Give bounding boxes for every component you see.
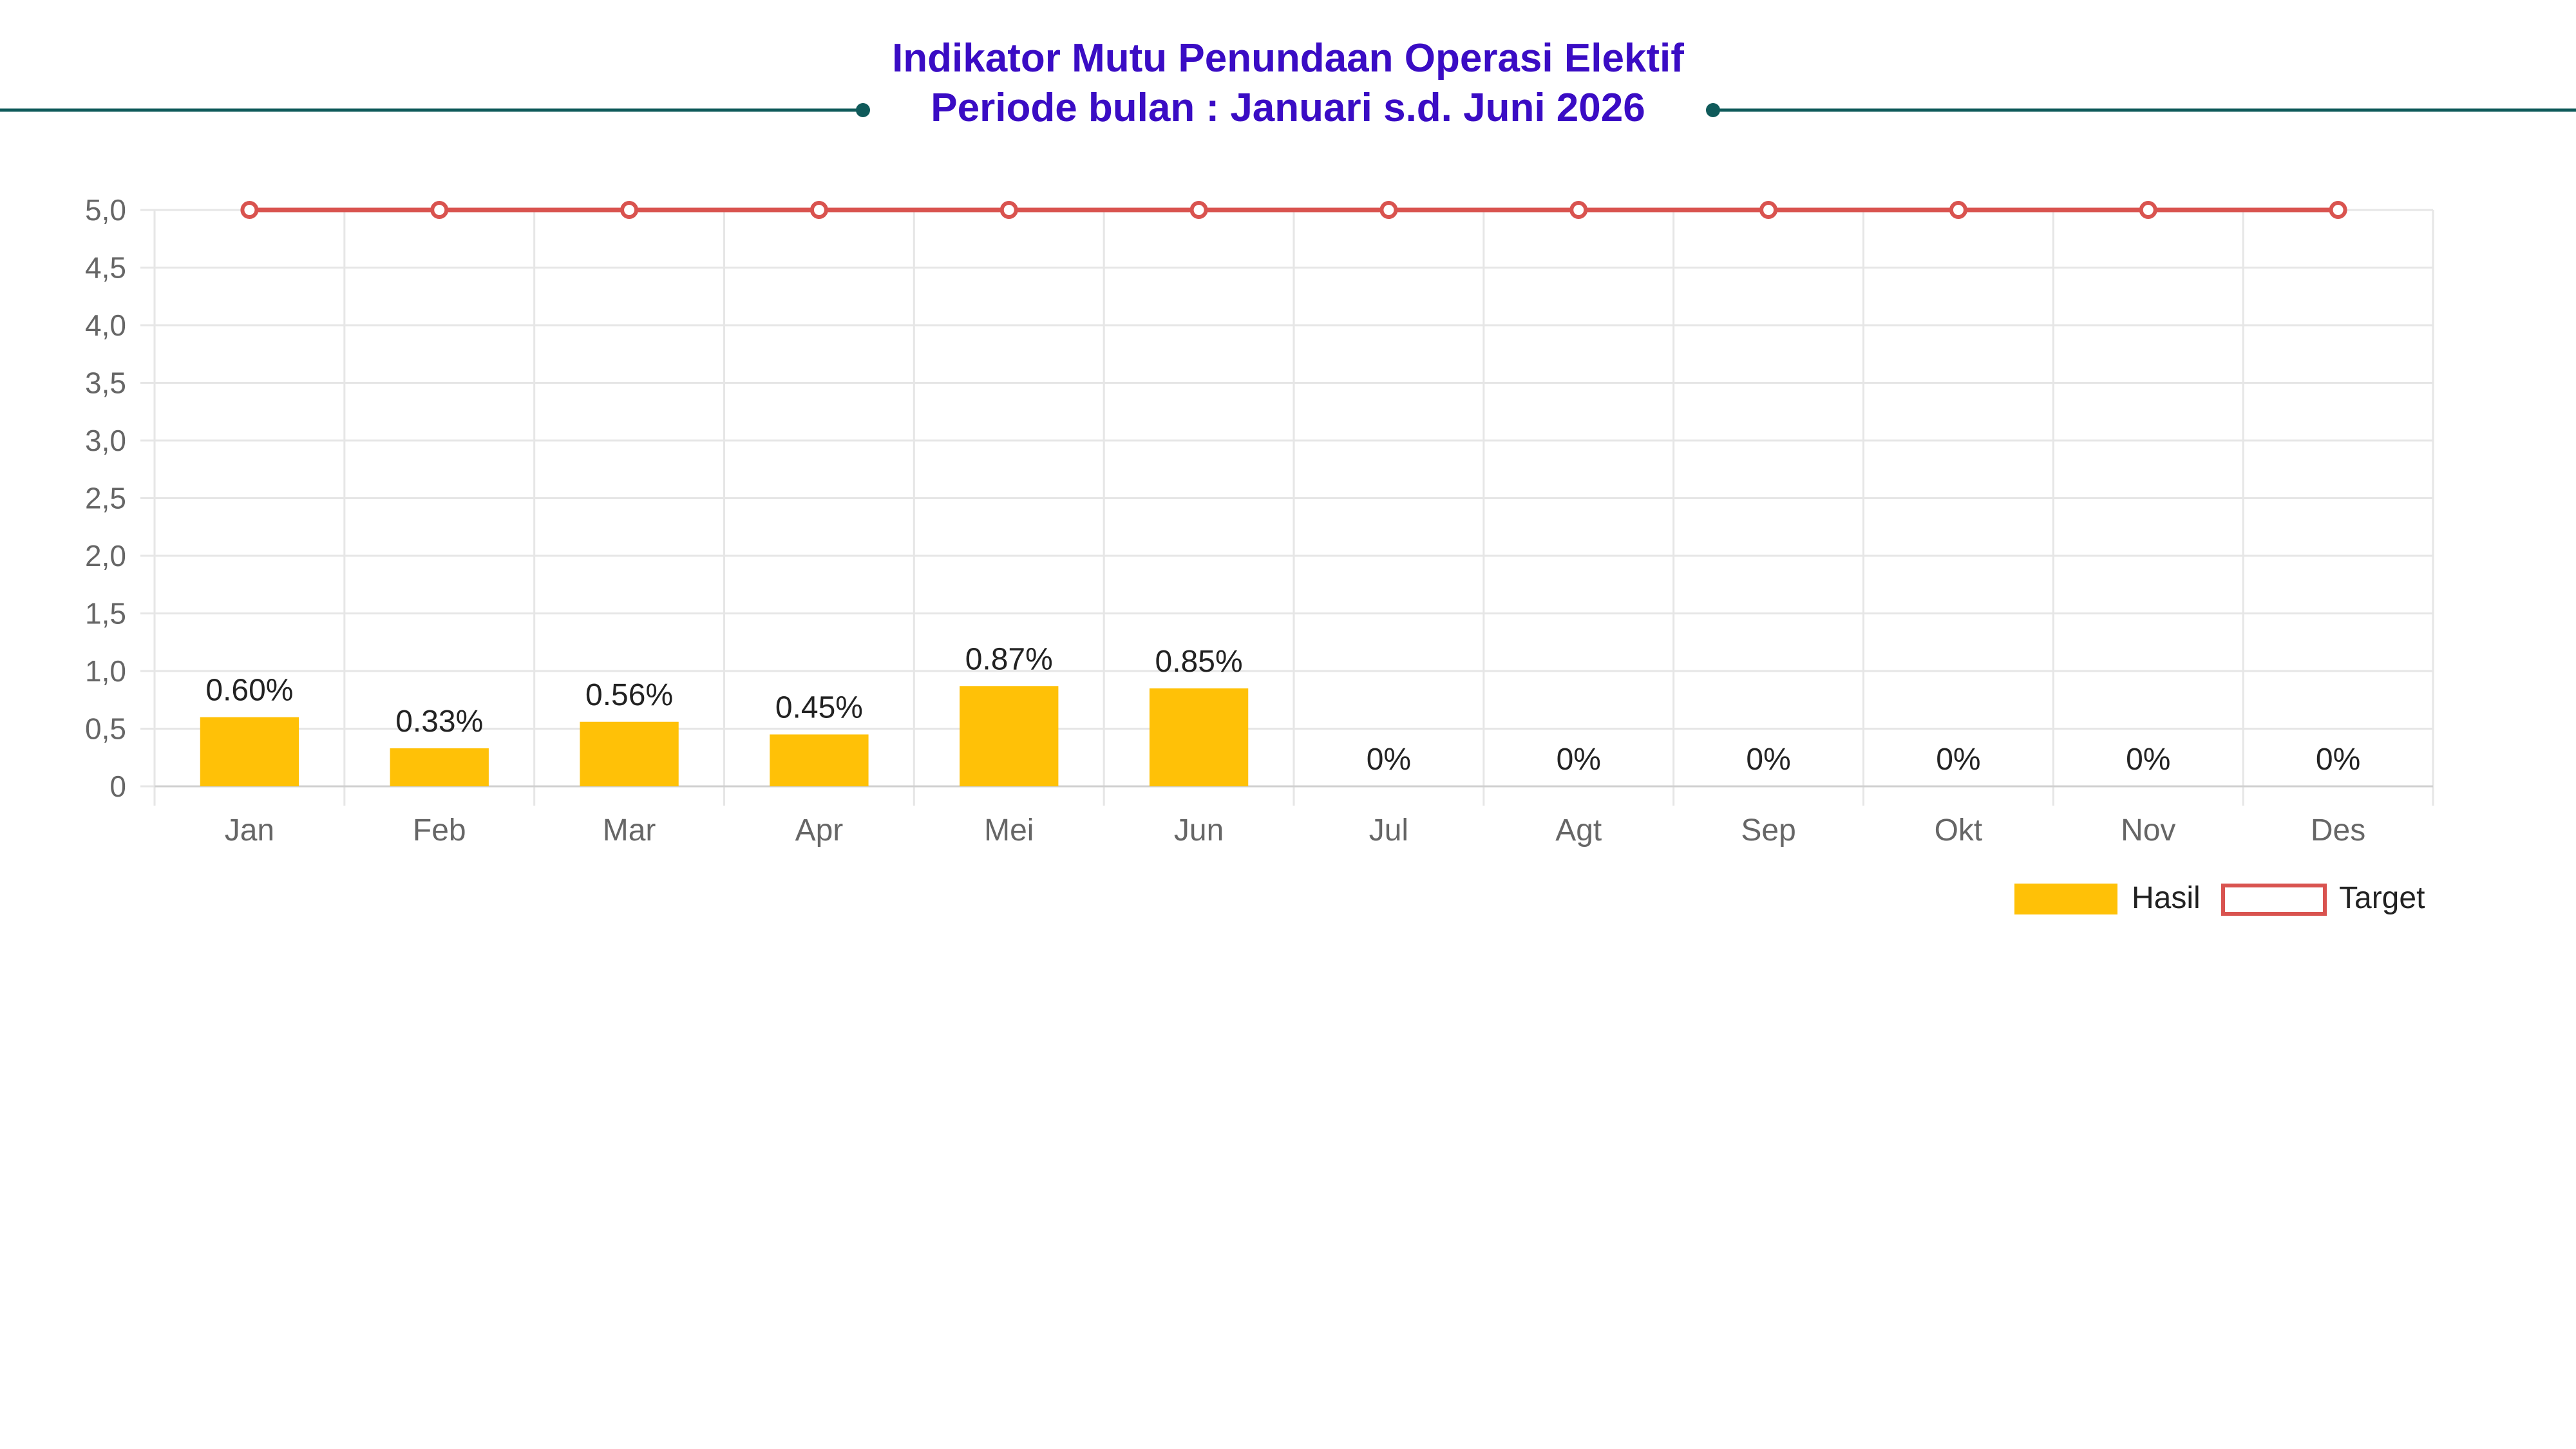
x-tick-label: Des bbox=[2311, 813, 2365, 848]
hasil-bar bbox=[390, 748, 489, 786]
chart-area: 0 0,5 1,0 1,5 2,0 2,5 3,0 3,5 4,0 4,5 5,0 Jan Feb Mar… bbox=[85, 193, 2434, 916]
x-tick-label: Okt bbox=[1935, 813, 1983, 848]
bar-value-label: 0% bbox=[1936, 743, 1980, 777]
x-tick-label: Mei bbox=[984, 813, 1034, 848]
y-tick-label: 3,0 bbox=[85, 424, 126, 457]
legend-label-target: Target bbox=[2339, 881, 2425, 915]
y-tick-label: 4,5 bbox=[85, 251, 126, 285]
target-point bbox=[240, 201, 259, 219]
y-tick-label: 2,5 bbox=[85, 482, 126, 515]
x-tick-label: Mar bbox=[603, 813, 656, 848]
y-tick-label: 4,0 bbox=[85, 308, 126, 342]
bar-value-label: 0% bbox=[1746, 743, 1790, 777]
chart-subtitle: Periode bulan : Januari s.d. Juni 2026 bbox=[931, 86, 1645, 130]
y-tick-label: 1,0 bbox=[85, 654, 126, 688]
target-point bbox=[1949, 201, 1967, 219]
target-point bbox=[810, 201, 828, 219]
target-point bbox=[2139, 201, 2157, 219]
bar-value-label: 0.60% bbox=[205, 674, 293, 708]
x-tick-label: Nov bbox=[2121, 813, 2175, 848]
target-point bbox=[2329, 201, 2347, 219]
bar-value-label: 0.45% bbox=[775, 690, 863, 724]
x-tick-label: Jan bbox=[225, 813, 274, 848]
legend-swatch-target bbox=[2221, 884, 2327, 916]
target-point bbox=[1569, 201, 1588, 219]
hasil-bar bbox=[200, 717, 299, 786]
hasil-bar bbox=[580, 721, 679, 786]
x-tick-label: Agt bbox=[1555, 813, 1602, 848]
target-point bbox=[1379, 201, 1398, 219]
chart-header: Indikator Mutu Penundaan Operasi Elektif… bbox=[0, 0, 2576, 148]
y-tick-label: 1,5 bbox=[85, 597, 126, 630]
chart-title: Indikator Mutu Penundaan Operasi Elektif bbox=[892, 36, 1684, 80]
bar-value-label: 0% bbox=[1367, 743, 1411, 777]
x-tick-label: Feb bbox=[413, 813, 466, 848]
bar-value-label: 0% bbox=[2316, 743, 2360, 777]
bar-line-chart: 0 0,5 1,0 1,5 2,0 2,5 3,0 3,5 4,0 4,5 5,0 Jan Feb Mar… bbox=[85, 193, 2434, 916]
target-point bbox=[1759, 201, 1778, 219]
y-tick-label: 5,0 bbox=[85, 193, 126, 227]
legend-label-hasil: Hasil bbox=[2132, 881, 2201, 915]
target-point bbox=[999, 201, 1018, 219]
y-tick-label: 0 bbox=[109, 770, 126, 803]
hasil-bar bbox=[1149, 688, 1249, 786]
x-tick-label: Jun bbox=[1174, 813, 1224, 848]
y-tick-label: 2,0 bbox=[85, 539, 126, 573]
y-tick-label: 3,5 bbox=[85, 366, 126, 400]
bar-value-label: 0.56% bbox=[585, 678, 673, 712]
bar-value-label: 0% bbox=[1557, 743, 1601, 777]
legend-swatch-hasil bbox=[2014, 884, 2117, 914]
bar-value-label: 0% bbox=[2126, 743, 2170, 777]
bar-value-label: 0.85% bbox=[1155, 645, 1243, 679]
divider-left-dot bbox=[856, 103, 870, 117]
hasil-bar bbox=[960, 686, 1059, 786]
x-tick-label: Jul bbox=[1369, 813, 1408, 848]
target-point bbox=[430, 201, 449, 219]
y-tick-label: 0,5 bbox=[85, 712, 126, 746]
target-point bbox=[1189, 201, 1208, 219]
x-tick-label: Sep bbox=[1741, 813, 1795, 848]
hasil-bar bbox=[770, 734, 869, 786]
x-tick-label: Apr bbox=[795, 813, 844, 848]
target-point bbox=[620, 201, 639, 219]
bar-value-label: 0.33% bbox=[395, 705, 483, 739]
bar-value-label: 0.87% bbox=[965, 642, 1053, 676]
header-divider bbox=[0, 103, 2576, 117]
